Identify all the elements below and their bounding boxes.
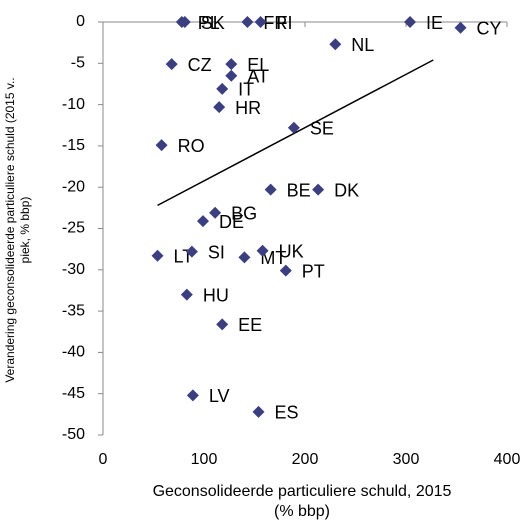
point-label: FR	[263, 13, 287, 33]
point-label: SE	[310, 118, 334, 138]
x-tick-label: 0	[99, 451, 108, 468]
point-label: SK	[201, 13, 225, 33]
point-label: EE	[238, 315, 262, 335]
point-label: IE	[426, 13, 443, 33]
point-label: PL	[198, 13, 220, 33]
data-point	[279, 264, 292, 277]
data-point	[216, 82, 229, 95]
point-label: CY	[477, 19, 502, 39]
x-tick-label: 400	[494, 451, 521, 468]
data-point	[186, 389, 199, 402]
data-point	[185, 245, 198, 258]
y-tick-label: -45	[62, 385, 85, 402]
data-point	[225, 69, 238, 82]
point-label: DE	[219, 212, 244, 232]
point-label: FI	[277, 13, 293, 33]
data-point	[287, 121, 300, 134]
point-label: RO	[178, 136, 205, 156]
data-point	[225, 58, 238, 71]
point-label: HU	[203, 285, 229, 305]
y-tick-label: 0	[76, 13, 85, 30]
data-point	[404, 16, 417, 28]
point-label: AT	[247, 66, 269, 86]
trend-line	[157, 59, 434, 207]
data-point	[180, 288, 193, 301]
point-label: BE	[287, 180, 311, 200]
data-point	[254, 16, 267, 28]
data-point	[155, 139, 168, 152]
x-axis-title: Geconsolideerde particuliere schuld, 201…	[153, 483, 452, 500]
data-point	[241, 16, 254, 28]
data-point	[454, 21, 467, 34]
point-label: NL	[351, 35, 374, 55]
x-axis-title: (% bbp)	[274, 503, 330, 520]
data-point	[238, 251, 251, 264]
point-label: EL	[247, 55, 269, 75]
point-label: ES	[275, 403, 299, 423]
x-tick-label: 300	[393, 451, 420, 468]
point-label: CZ	[188, 55, 212, 75]
data-point	[252, 405, 265, 418]
point-label: MT	[260, 248, 286, 268]
data-point	[178, 16, 191, 28]
data-point	[329, 38, 342, 51]
y-tick-label: -5	[71, 55, 85, 72]
point-label: DK	[334, 180, 359, 200]
y-axis-title: piek, % bbp)	[18, 197, 32, 264]
y-tick-label: -50	[62, 426, 85, 443]
y-axis-title: Verandering geconsolideerde particuliere…	[3, 77, 17, 382]
y-tick-label: -25	[62, 220, 85, 237]
y-tick-label: -30	[62, 261, 85, 278]
data-point	[216, 318, 229, 331]
point-label: HR	[235, 98, 261, 118]
point-label: UK	[279, 242, 304, 262]
data-point	[196, 215, 209, 228]
data-point	[213, 101, 226, 114]
point-label: LV	[209, 386, 230, 406]
x-tick-label: 100	[191, 451, 218, 468]
data-point	[165, 58, 178, 71]
point-label: SI	[208, 242, 225, 262]
data-point	[256, 244, 269, 257]
point-label: BG	[231, 204, 257, 224]
y-tick-label: -35	[62, 302, 85, 319]
point-label: PT	[302, 261, 325, 281]
x-tick-label: 200	[292, 451, 319, 468]
data-point	[312, 183, 325, 196]
y-tick-label: -20	[62, 178, 85, 195]
y-tick-label: -15	[62, 137, 85, 154]
data-point	[209, 206, 222, 219]
y-tick-label: -10	[62, 96, 85, 113]
data-point	[264, 183, 277, 196]
data-point	[151, 249, 164, 262]
y-tick-label: -40	[62, 344, 85, 361]
point-label: IT	[238, 80, 254, 100]
